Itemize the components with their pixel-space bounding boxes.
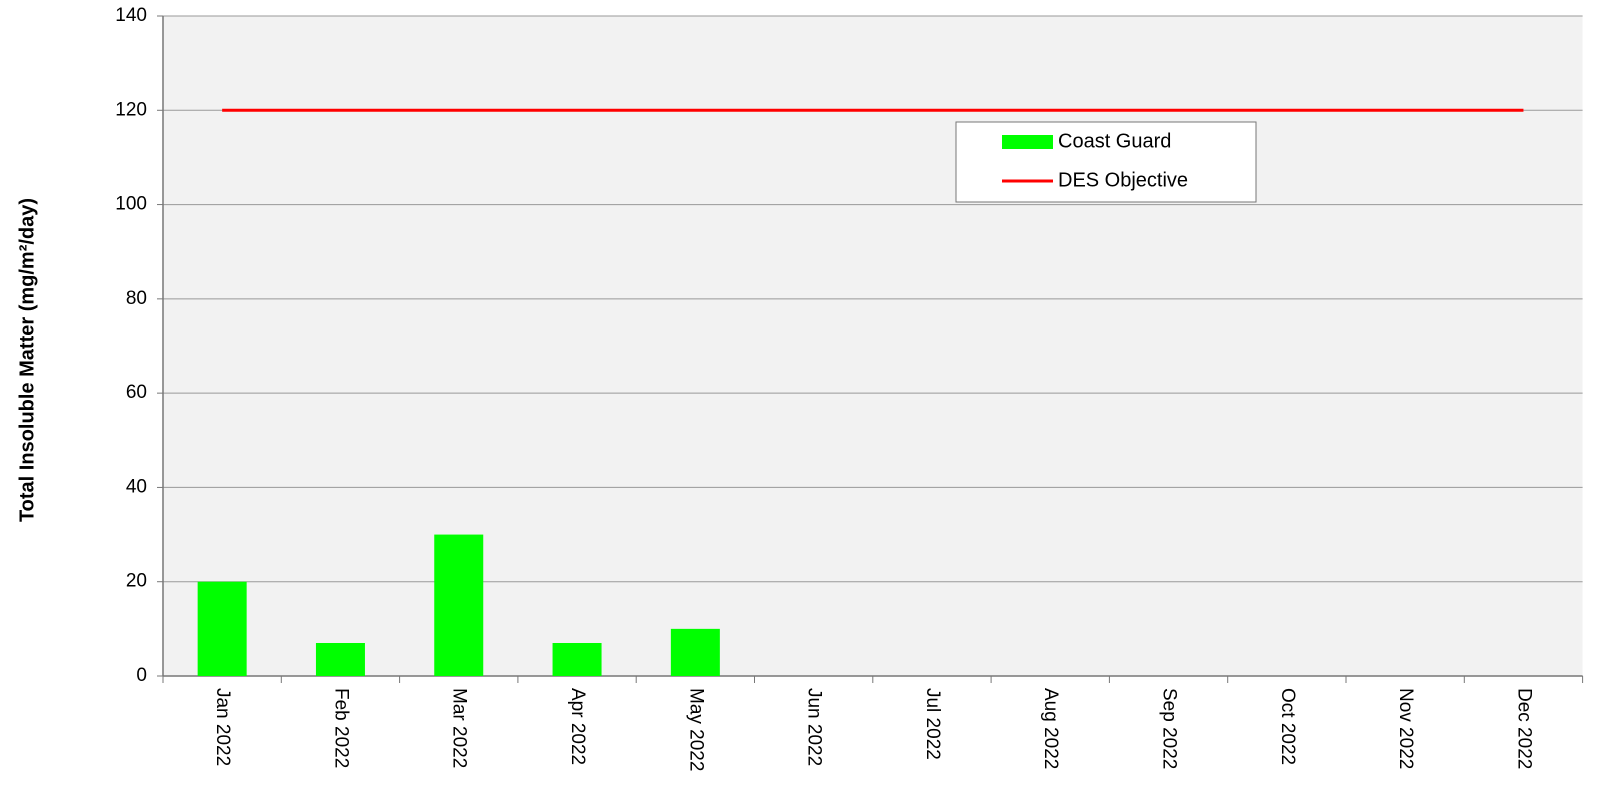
legend-swatch xyxy=(1002,135,1053,149)
legend-label: Coast Guard xyxy=(1058,130,1171,152)
bar xyxy=(552,643,602,676)
y-tick-label: 140 xyxy=(115,5,147,26)
bar xyxy=(197,581,247,676)
y-tick-label: 80 xyxy=(126,288,147,309)
x-tick-label: Dec 2022 xyxy=(1513,688,1534,769)
y-tick-label: 120 xyxy=(115,99,147,120)
plot-area xyxy=(163,16,1583,676)
y-tick-label: 60 xyxy=(126,382,147,403)
x-tick-label: Oct 2022 xyxy=(1277,688,1298,765)
x-tick-label: Jan 2022 xyxy=(212,688,233,766)
x-tick-label: Sep 2022 xyxy=(1159,688,1180,769)
x-tick-label: Mar 2022 xyxy=(449,688,470,768)
y-tick-label: 0 xyxy=(136,665,147,686)
legend-label: DES Objective xyxy=(1058,169,1188,191)
x-tick-label: Apr 2022 xyxy=(567,688,588,765)
bar xyxy=(434,534,484,676)
x-tick-label: Jun 2022 xyxy=(804,688,825,766)
x-tick-label: May 2022 xyxy=(685,688,706,771)
x-tick-label: Aug 2022 xyxy=(1040,688,1061,769)
bar xyxy=(670,628,720,676)
x-tick-label: Nov 2022 xyxy=(1395,688,1416,769)
x-tick-label: Jul 2022 xyxy=(922,688,943,760)
y-tick-label: 40 xyxy=(126,476,147,497)
y-axis-label: Total Insoluble Matter (mg/m²/day) xyxy=(16,198,38,522)
x-tick-label: Feb 2022 xyxy=(330,688,351,768)
y-tick-label: 20 xyxy=(126,571,147,592)
bar xyxy=(315,643,365,676)
y-tick-label: 100 xyxy=(115,194,147,215)
